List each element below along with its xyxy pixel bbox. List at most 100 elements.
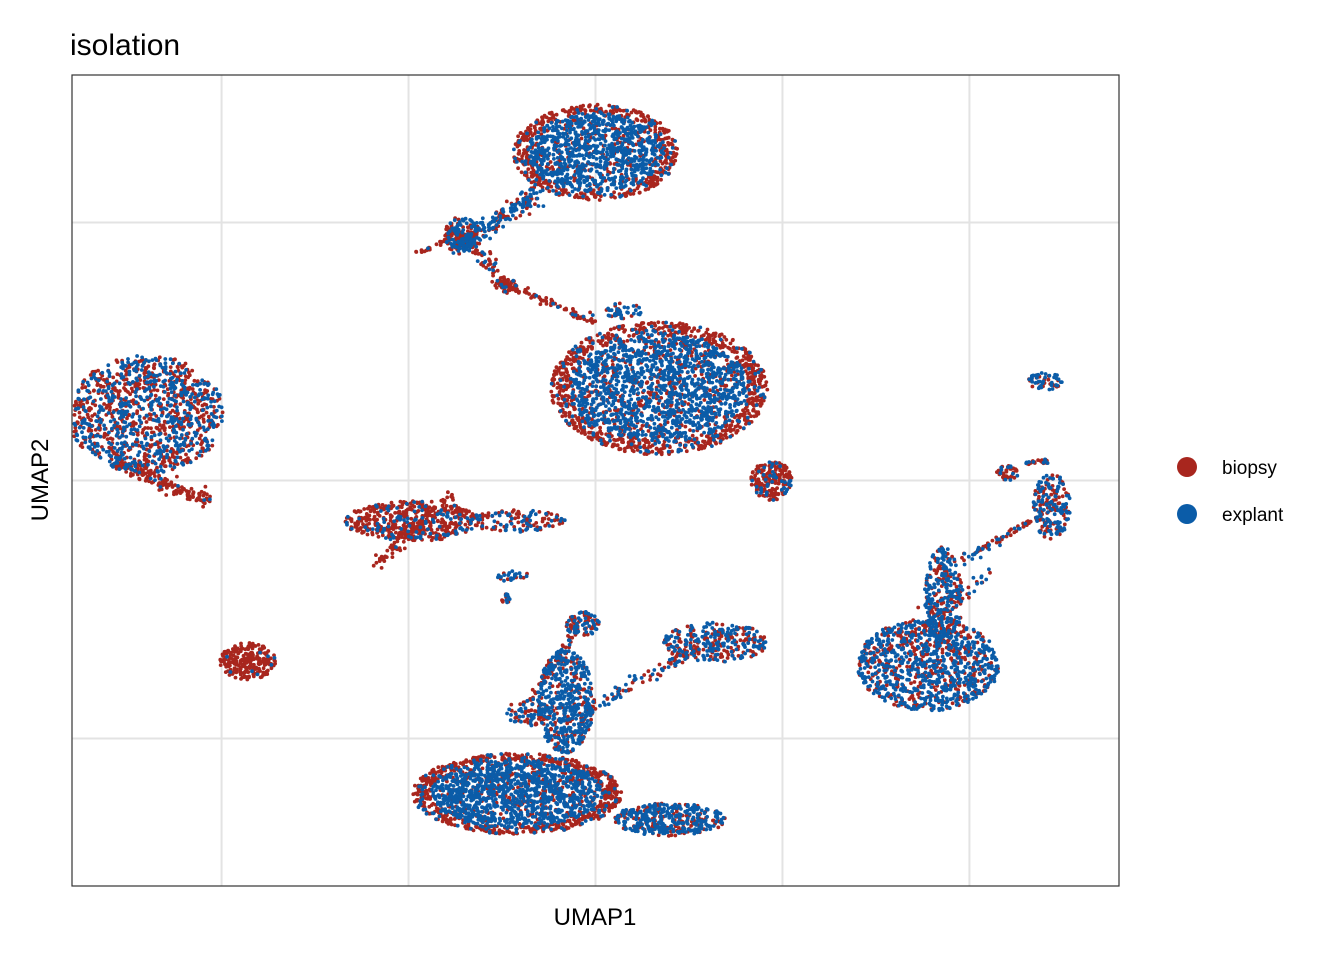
- data-point: [436, 518, 440, 523]
- data-point: [669, 141, 673, 146]
- data-point: [481, 754, 485, 759]
- data-point: [144, 420, 149, 424]
- data-point: [595, 102, 600, 107]
- data-point: [544, 115, 549, 120]
- data-point: [505, 829, 510, 834]
- data-point: [526, 825, 531, 829]
- data-point: [693, 374, 697, 378]
- data-point: [705, 327, 710, 332]
- data-point: [724, 358, 729, 362]
- data-point: [160, 461, 165, 466]
- data-point: [661, 446, 666, 451]
- data-point: [653, 175, 658, 180]
- data-point: [756, 398, 761, 402]
- data-point: [579, 107, 584, 111]
- data-point: [498, 528, 503, 533]
- data-point: [486, 511, 491, 515]
- data-point: [416, 509, 421, 513]
- data-point: [758, 379, 763, 383]
- data-point: [442, 814, 446, 819]
- data-point: [255, 654, 259, 659]
- data-point: [619, 790, 624, 794]
- data-point: [548, 160, 553, 164]
- data-point: [376, 534, 381, 539]
- data-point: [554, 112, 559, 117]
- data-point: [157, 428, 162, 433]
- data-point: [142, 371, 147, 376]
- data-point: [614, 792, 619, 797]
- data-point: [741, 632, 746, 637]
- data-point: [162, 419, 167, 424]
- data-point: [662, 130, 667, 135]
- data-point: [529, 170, 534, 175]
- data-point: [365, 506, 370, 511]
- data-point: [240, 662, 245, 667]
- data-point: [961, 624, 966, 628]
- data-point: [142, 457, 147, 462]
- data-point: [587, 430, 591, 435]
- data-point: [530, 133, 535, 138]
- data-point: [646, 440, 651, 445]
- data-point: [599, 804, 603, 809]
- data-point: [589, 191, 594, 196]
- data-point: [246, 670, 251, 674]
- data-point: [537, 176, 542, 180]
- data-point: [708, 388, 712, 393]
- data-point: [522, 148, 526, 152]
- data-point: [554, 824, 559, 829]
- data-point: [612, 442, 616, 447]
- data-point: [513, 516, 517, 521]
- data-point: [143, 426, 148, 430]
- data-point: [131, 420, 136, 425]
- data-point: [466, 225, 470, 230]
- data-point: [201, 417, 206, 422]
- data-point: [492, 755, 497, 760]
- data-point: [574, 425, 579, 430]
- data-point: [683, 424, 688, 429]
- data-point: [632, 188, 637, 193]
- data-point: [589, 717, 593, 722]
- data-point: [564, 188, 568, 193]
- data-point: [163, 432, 168, 436]
- data-point: [649, 181, 654, 186]
- data-point: [547, 117, 552, 121]
- data-point: [637, 190, 642, 195]
- data-point: [735, 413, 740, 418]
- data-point: [780, 471, 784, 476]
- data-point: [569, 822, 573, 826]
- data-point: [531, 173, 536, 178]
- data-point: [787, 470, 792, 474]
- data-point: [143, 454, 147, 459]
- data-point: [751, 650, 755, 654]
- data-point: [714, 441, 718, 446]
- data-point: [235, 667, 239, 672]
- data-point: [388, 515, 393, 520]
- data-point: [162, 428, 167, 433]
- data-point: [126, 390, 130, 394]
- data-point: [590, 346, 594, 351]
- data-point: [684, 328, 689, 333]
- data-point: [606, 331, 611, 336]
- data-point: [206, 414, 211, 419]
- data-point: [742, 362, 747, 367]
- data-point: [603, 133, 608, 138]
- data-point: [598, 425, 602, 430]
- data-point: [658, 126, 662, 131]
- data-point: [651, 184, 656, 189]
- data-point: [559, 188, 564, 193]
- data-point: [464, 508, 468, 513]
- data-point: [153, 393, 158, 398]
- data-point: [199, 433, 203, 438]
- data-point: [583, 108, 587, 112]
- data-point: [636, 323, 640, 328]
- data-point: [696, 651, 701, 656]
- data-point: [730, 338, 735, 343]
- data-point: [612, 326, 617, 331]
- data-point: [565, 361, 570, 366]
- data-point: [567, 818, 572, 823]
- data-point: [218, 663, 223, 667]
- data-point: [155, 388, 160, 393]
- data-point: [604, 335, 608, 340]
- data-point: [455, 507, 459, 511]
- data-point: [662, 442, 666, 447]
